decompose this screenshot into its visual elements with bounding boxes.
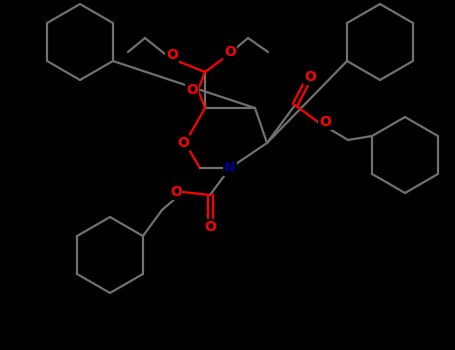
- Text: O: O: [177, 136, 189, 150]
- Text: O: O: [224, 45, 236, 59]
- Text: O: O: [166, 48, 178, 62]
- Text: O: O: [204, 220, 216, 234]
- Text: N: N: [224, 161, 236, 175]
- Text: O: O: [186, 83, 198, 97]
- Text: O: O: [304, 70, 316, 84]
- Text: O: O: [170, 185, 182, 199]
- Text: O: O: [319, 115, 331, 129]
